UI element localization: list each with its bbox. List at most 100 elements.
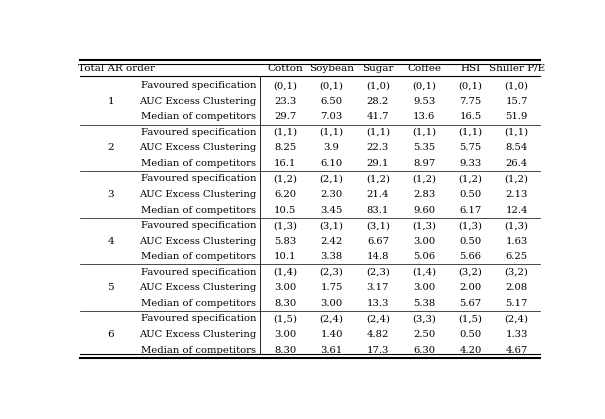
Text: Favoured specification: Favoured specification xyxy=(140,221,256,230)
Text: (1,3): (1,3) xyxy=(505,221,529,230)
Text: 12.4: 12.4 xyxy=(505,206,528,215)
Text: (1,2): (1,2) xyxy=(273,174,298,184)
Text: 1: 1 xyxy=(108,97,114,106)
Text: Favoured specification: Favoured specification xyxy=(140,128,256,137)
Text: (0,1): (0,1) xyxy=(459,81,482,90)
Text: 3.00: 3.00 xyxy=(413,237,435,246)
Text: 5.35: 5.35 xyxy=(413,143,435,153)
Text: 3.00: 3.00 xyxy=(413,283,435,292)
Text: 5.67: 5.67 xyxy=(459,299,482,308)
Text: (1,0): (1,0) xyxy=(366,81,390,90)
Text: (1,2): (1,2) xyxy=(459,174,482,184)
Text: 6.67: 6.67 xyxy=(367,237,389,246)
Text: (1,1): (1,1) xyxy=(505,128,529,137)
Text: (0,1): (0,1) xyxy=(319,81,344,90)
Text: 1.40: 1.40 xyxy=(321,330,343,339)
Text: (1,1): (1,1) xyxy=(273,128,298,137)
Text: Total AR order: Total AR order xyxy=(78,64,155,73)
Text: Median of competitors: Median of competitors xyxy=(141,112,256,121)
Text: (1,0): (1,0) xyxy=(505,81,529,90)
Text: 5.17: 5.17 xyxy=(506,299,528,308)
Text: 1.75: 1.75 xyxy=(321,283,343,292)
Text: (3,1): (3,1) xyxy=(366,221,390,230)
Text: (3,2): (3,2) xyxy=(505,268,529,277)
Text: 16.5: 16.5 xyxy=(459,112,482,121)
Text: 8.30: 8.30 xyxy=(274,299,296,308)
Text: 9.53: 9.53 xyxy=(413,97,435,106)
Text: 22.3: 22.3 xyxy=(367,143,389,153)
Text: 5.83: 5.83 xyxy=(274,237,296,246)
Text: 29.1: 29.1 xyxy=(367,159,389,168)
Text: 6.30: 6.30 xyxy=(413,346,435,354)
Text: Median of competitors: Median of competitors xyxy=(141,252,256,261)
Text: (1,2): (1,2) xyxy=(412,174,436,184)
Text: 51.9: 51.9 xyxy=(506,112,528,121)
Text: 2.30: 2.30 xyxy=(321,190,343,199)
Text: 15.7: 15.7 xyxy=(506,97,528,106)
Text: Shiller P/E: Shiller P/E xyxy=(489,64,544,73)
Text: (1,2): (1,2) xyxy=(505,174,529,184)
Text: (1,1): (1,1) xyxy=(319,128,344,137)
Text: (1,3): (1,3) xyxy=(412,221,436,230)
Text: 10.5: 10.5 xyxy=(274,206,296,215)
Text: (1,5): (1,5) xyxy=(273,314,298,323)
Text: 6.20: 6.20 xyxy=(274,190,296,199)
Text: 28.2: 28.2 xyxy=(367,97,389,106)
Text: 29.7: 29.7 xyxy=(274,112,296,121)
Text: (2,3): (2,3) xyxy=(366,268,390,277)
Text: 3: 3 xyxy=(108,190,114,199)
Text: 13.3: 13.3 xyxy=(367,299,389,308)
Text: AUC Excess Clustering: AUC Excess Clustering xyxy=(139,97,256,106)
Text: (1,1): (1,1) xyxy=(459,128,482,137)
Text: 3.38: 3.38 xyxy=(321,252,343,261)
Text: Favoured specification: Favoured specification xyxy=(140,314,256,323)
Text: 8.30: 8.30 xyxy=(274,346,296,354)
Text: 1.33: 1.33 xyxy=(506,330,528,339)
Text: 5.75: 5.75 xyxy=(459,143,482,153)
Text: (1,3): (1,3) xyxy=(273,221,298,230)
Text: 0.50: 0.50 xyxy=(459,237,482,246)
Text: Median of competitors: Median of competitors xyxy=(141,299,256,308)
Text: (3,3): (3,3) xyxy=(412,314,436,323)
Text: (2,4): (2,4) xyxy=(319,314,344,323)
Text: 3.00: 3.00 xyxy=(274,283,296,292)
Text: 23.3: 23.3 xyxy=(274,97,296,106)
Text: (1,4): (1,4) xyxy=(273,268,298,277)
Text: 3.17: 3.17 xyxy=(367,283,389,292)
Text: Median of competitors: Median of competitors xyxy=(141,159,256,168)
Text: Median of competitors: Median of competitors xyxy=(141,206,256,215)
Text: 3.45: 3.45 xyxy=(321,206,343,215)
Text: 83.1: 83.1 xyxy=(367,206,389,215)
Text: 8.97: 8.97 xyxy=(413,159,435,168)
Text: (1,3): (1,3) xyxy=(459,221,482,230)
Text: (1,2): (1,2) xyxy=(366,174,390,184)
Text: 6: 6 xyxy=(108,330,114,339)
Text: AUC Excess Clustering: AUC Excess Clustering xyxy=(139,190,256,199)
Text: Favoured specification: Favoured specification xyxy=(140,81,256,90)
Text: 26.4: 26.4 xyxy=(506,159,528,168)
Text: 8.54: 8.54 xyxy=(506,143,528,153)
Text: (0,1): (0,1) xyxy=(412,81,436,90)
Text: 7.75: 7.75 xyxy=(459,97,482,106)
Text: (1,1): (1,1) xyxy=(366,128,390,137)
Text: 8.25: 8.25 xyxy=(274,143,296,153)
Text: 4: 4 xyxy=(108,237,114,246)
Text: (1,4): (1,4) xyxy=(412,268,436,277)
Text: (3,2): (3,2) xyxy=(459,268,482,277)
Text: 0.50: 0.50 xyxy=(459,190,482,199)
Text: 2.42: 2.42 xyxy=(321,237,343,246)
Text: 5.38: 5.38 xyxy=(413,299,435,308)
Text: 2.08: 2.08 xyxy=(506,283,528,292)
Text: Favoured specification: Favoured specification xyxy=(140,268,256,277)
Text: 2.83: 2.83 xyxy=(413,190,435,199)
Text: (3,1): (3,1) xyxy=(319,221,344,230)
Text: 6.10: 6.10 xyxy=(321,159,343,168)
Text: AUC Excess Clustering: AUC Excess Clustering xyxy=(139,330,256,339)
Text: 3.00: 3.00 xyxy=(274,330,296,339)
Text: 2.13: 2.13 xyxy=(506,190,528,199)
Text: 4.20: 4.20 xyxy=(459,346,482,354)
Text: 17.3: 17.3 xyxy=(367,346,389,354)
Text: 3.00: 3.00 xyxy=(321,299,343,308)
Text: 3.61: 3.61 xyxy=(321,346,343,354)
Text: 4.82: 4.82 xyxy=(367,330,389,339)
